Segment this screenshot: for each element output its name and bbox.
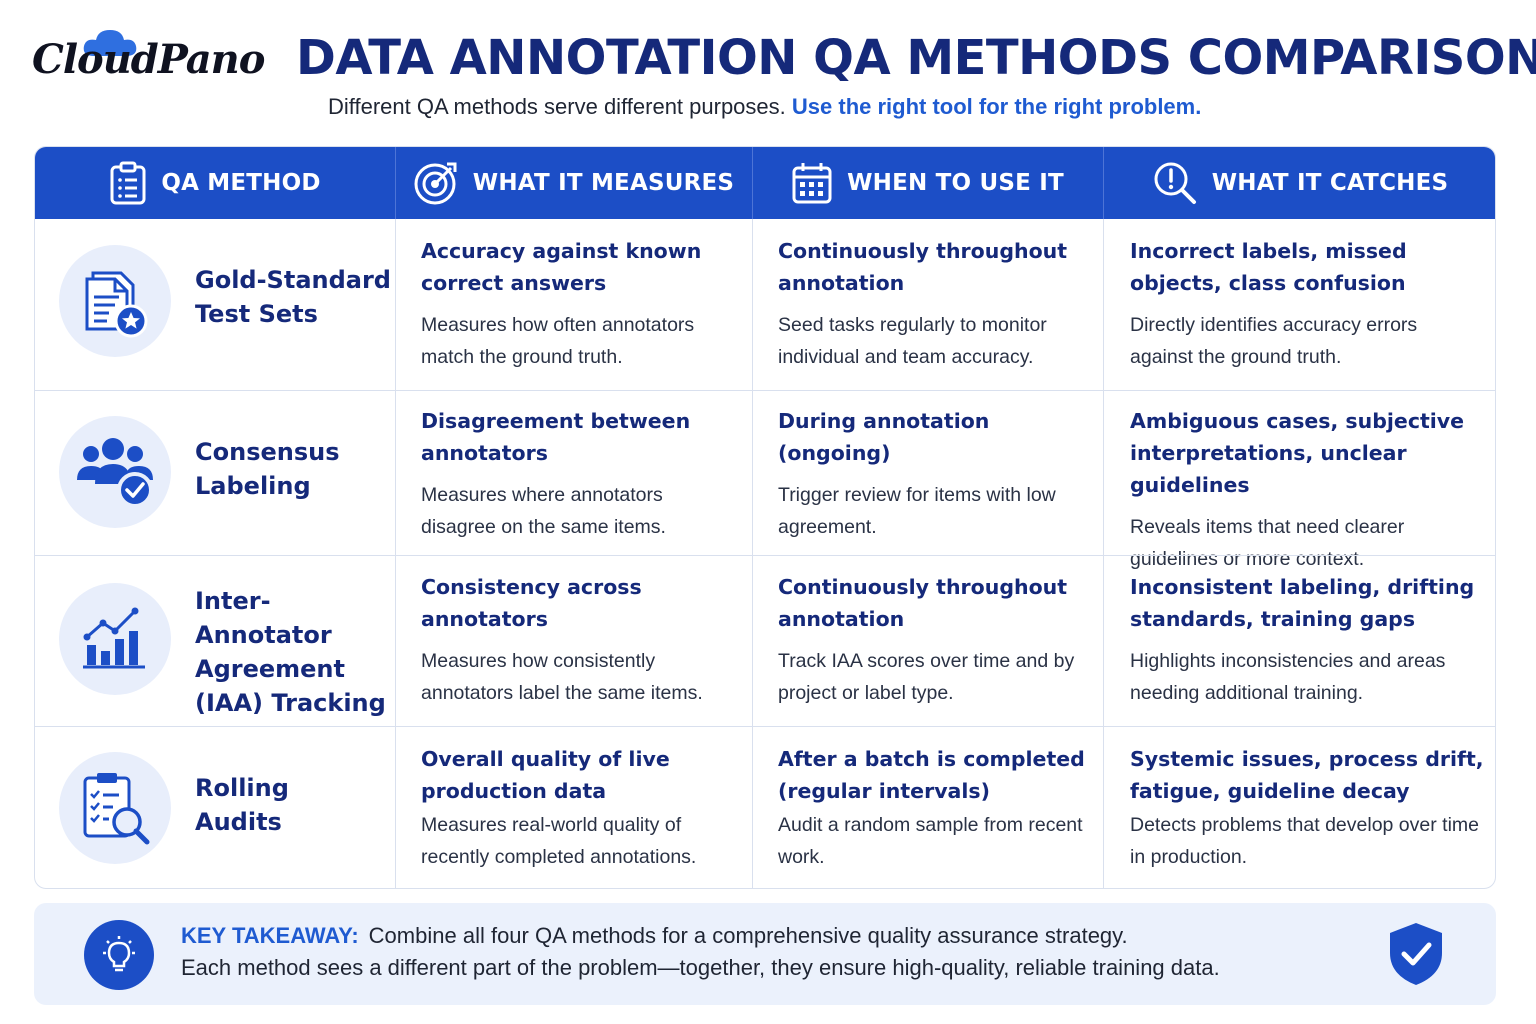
header-divider <box>1103 147 1104 219</box>
cell-title: Inconsistent labeling, drifting standard… <box>1130 575 1475 631</box>
method-icon-circle <box>59 416 171 528</box>
takeaway-line-1: KEY TAKEAWAY: Combine all four QA methods… <box>181 923 1128 949</box>
key-takeaway-banner: KEY TAKEAWAY: Combine all four QA methods… <box>34 903 1496 1005</box>
target-icon <box>414 162 457 205</box>
cell-measures: Consistency across annotators Measures h… <box>421 571 741 709</box>
method-icon-circle <box>59 245 171 357</box>
cell-title: Systemic issues, process drift, fatigue,… <box>1130 747 1484 803</box>
cell-measures: Disagreement between annotators Measures… <box>421 405 741 543</box>
cell-title: After a batch is completed (regular inte… <box>778 747 1085 803</box>
column-header-when-to-use: WHEN TO USE IT <box>752 147 1103 219</box>
cell-catches: Ambiguous cases, subjective interpretati… <box>1130 405 1485 575</box>
cell-description: Highlights inconsistencies and areas nee… <box>1130 650 1446 704</box>
cell-catches: Inconsistent labeling, drifting standard… <box>1130 571 1485 709</box>
comparison-table: QA METHOD WHAT IT MEASURES WHEN <box>34 146 1496 889</box>
cell-title: Overall quality of live production data <box>421 747 670 803</box>
takeaway-text: Combine all four QA methods for a compre… <box>368 923 1128 948</box>
cell-description: Measures how often annotators match the … <box>421 314 695 368</box>
method-name: Rolling Audits <box>195 774 289 836</box>
cell-title: Continuously throughout annotation <box>778 239 1068 295</box>
cell-when: Continuously throughout annotation Seed … <box>778 235 1088 373</box>
subtitle-highlight: Use the right tool for the right problem… <box>791 94 1202 119</box>
cell-description: Measures where annotators disagree on th… <box>421 484 666 538</box>
clipboard-search-icon <box>83 773 150 845</box>
search-alert-icon <box>1154 162 1196 204</box>
cell-title: Accuracy against known correct answers <box>421 239 702 295</box>
column-header-what-it-catches: WHAT IT CATCHES <box>1103 147 1495 219</box>
calendar-icon <box>792 163 832 204</box>
cell-catches: Systemic issues, process drift, fatigue,… <box>1130 743 1485 873</box>
cell-description: Reveals items that need clearer guidelin… <box>1130 516 1405 570</box>
cell-description: Trigger review for items with low agreem… <box>778 484 1056 538</box>
method-icon-circle <box>59 583 171 695</box>
page-subtitle: Different QA methods serve different pur… <box>328 94 1201 120</box>
cell-when: Continuously throughout annotation Track… <box>778 571 1088 709</box>
clipboard-list-icon <box>110 161 146 205</box>
method-icon-circle <box>59 752 171 864</box>
method-name: Consensus Labeling <box>195 438 340 500</box>
column-header-label: WHAT IT CATCHES <box>1211 170 1449 196</box>
subtitle-plain: Different QA methods serve different pur… <box>328 94 786 119</box>
cell-title: During annotation (ongoing) <box>778 409 990 465</box>
cell-title: Disagreement between annotators <box>421 409 691 465</box>
team-check-icon <box>77 438 153 508</box>
column-header-label: WHEN TO USE IT <box>847 170 1064 196</box>
column-header-qa-method: QA METHOD <box>35 147 395 219</box>
column-header-label: QA METHOD <box>161 170 321 196</box>
cell-title: Continuously throughout annotation <box>778 575 1068 631</box>
header-divider <box>752 147 753 219</box>
cell-description: Track IAA scores over time and by projec… <box>778 650 1075 704</box>
shield-check-icon <box>1390 923 1442 985</box>
method-name: Gold-Standard Test Sets <box>195 266 391 328</box>
cell-when: After a batch is completed (regular inte… <box>778 743 1088 873</box>
cell-when: During annotation (ongoing) Trigger revi… <box>778 405 1088 543</box>
takeaway-label: KEY TAKEAWAY: <box>181 923 359 948</box>
cell-measures: Overall quality of live production data … <box>421 743 741 873</box>
cell-description: Directly identifies accuracy errors agai… <box>1130 314 1418 368</box>
column-divider <box>752 219 753 888</box>
document-star-icon <box>85 271 148 338</box>
cell-description: Seed tasks regularly to monitor individu… <box>778 314 1047 368</box>
cell-description: Audit a random sample from recent work. <box>778 814 1083 868</box>
table-header: QA METHOD WHAT IT MEASURES WHEN <box>35 147 1495 219</box>
logo-text: CloudPano <box>32 36 265 83</box>
column-header-label: WHAT IT MEASURES <box>472 170 735 196</box>
bar-chart-trend-icon <box>83 607 145 669</box>
cell-title: Incorrect labels, missed objects, class … <box>1130 239 1407 295</box>
table-row: Inter-Annotator Agreement (IAA) Tracking… <box>35 555 1495 726</box>
column-divider <box>1103 219 1104 888</box>
column-header-what-it-measures: WHAT IT MEASURES <box>395 147 752 219</box>
cell-description: Detects problems that develop over time … <box>1130 814 1480 868</box>
cell-description: Measures how consistently annotators lab… <box>421 650 703 704</box>
cloud-icon <box>83 30 137 56</box>
method-name: Inter-Annotator Agreement (IAA) Tracking <box>195 587 386 717</box>
cell-catches: Incorrect labels, missed objects, class … <box>1130 235 1485 373</box>
table-row: Rolling Audits Overall quality of live p… <box>35 726 1495 888</box>
page-title: DATA ANNOTATION QA METHODS COMPARISON <box>296 30 1536 86</box>
brand-logo: CloudPano <box>32 26 265 90</box>
table-row: Gold-Standard Test Sets Accuracy against… <box>35 219 1495 390</box>
header-divider <box>395 147 396 219</box>
table-row: Consensus Labeling Disagreement between … <box>35 390 1495 570</box>
cell-description: Measures real-world quality of recently … <box>421 814 697 868</box>
cell-title: Consistency across annotators <box>421 575 642 631</box>
lightbulb-icon <box>84 920 154 990</box>
cell-measures: Accuracy against known correct answers M… <box>421 235 741 373</box>
takeaway-line-2: Each method sees a different part of the… <box>181 955 1220 980</box>
cell-title: Ambiguous cases, subjective interpretati… <box>1130 409 1465 497</box>
column-divider <box>395 219 396 888</box>
